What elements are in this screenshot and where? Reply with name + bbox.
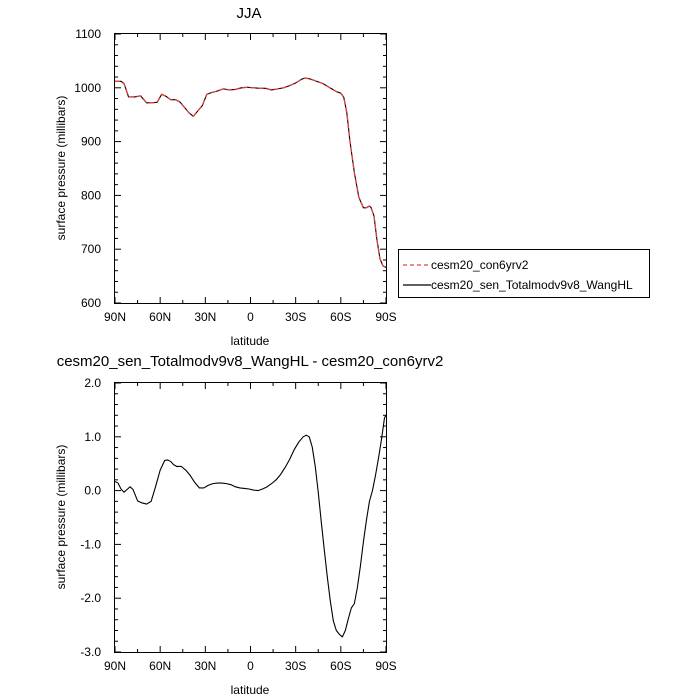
legend: cesm20_con6yrv2 cesm20_sen_Totalmodv9v8_… — [398, 249, 650, 298]
top-y-tick-label: 600 — [81, 296, 101, 310]
bottom-y-tick-label: 1.0 — [84, 430, 101, 444]
bottom-chart-panel: cesm20_sen_Totalmodv9v8_WangHL - cesm20_… — [54, 353, 443, 697]
bottom-y-tick-label: 0.0 — [84, 484, 101, 498]
legend-box — [398, 249, 650, 298]
top-x-tick-label: 90S — [375, 310, 396, 324]
top-series-lines — [115, 77, 387, 269]
top-x-tick-label: 60S — [330, 310, 351, 324]
top-x-tick-label: 0 — [247, 310, 254, 324]
bottom-x-tick-label: 0 — [247, 659, 254, 673]
top-x-tick-label: 60N — [149, 310, 171, 324]
bottom-x-tick-label: 60S — [330, 659, 351, 673]
bottom-axis-ticks: 90N 60N 30N 0 30S 60S 90S -3.0 -2.0 -1.0 0.0 1.0 2.0 — [80, 376, 396, 673]
top-series-line-1 — [115, 77, 387, 268]
top-y-tick-label: 1000 — [74, 81, 101, 95]
top-series-line-0 — [115, 77, 387, 269]
bottom-y-tick-label: 2.0 — [84, 376, 101, 390]
bottom-y-tick-label: -2.0 — [80, 591, 101, 605]
top-y-axis-label: surface pressure (millibars) — [54, 96, 68, 241]
bottom-y-tick-label: -3.0 — [80, 645, 101, 659]
bottom-x-tick-label: 90N — [104, 659, 126, 673]
bottom-plot-frame — [114, 382, 387, 653]
top-chart-title: JJA — [236, 5, 261, 22]
bottom-x-tick-label: 30N — [194, 659, 216, 673]
top-x-tick-label: 90N — [104, 310, 126, 324]
top-y-tick-label: 900 — [81, 135, 101, 149]
bottom-y-tick-label: -1.0 — [80, 537, 101, 551]
bottom-x-axis-label: latitude — [231, 683, 270, 697]
bottom-x-tick-label: 60N — [149, 659, 171, 673]
top-y-tick-label: 700 — [81, 242, 101, 256]
top-plot-frame — [114, 33, 387, 304]
top-x-axis-label: latitude — [231, 334, 270, 348]
top-axis-ticks: 90N 60N 30N 0 30S 60S 90S 600 700 800 900 1000 1100 — [74, 27, 396, 324]
bottom-x-tick-label: 90S — [375, 659, 396, 673]
top-x-tick-label: 30S — [285, 310, 306, 324]
bottom-y-axis-label: surface pressure (millibars) — [54, 445, 68, 590]
top-x-tick-label: 30N — [194, 310, 216, 324]
bottom-series-lines — [114, 415, 387, 638]
top-y-tick-label: 800 — [81, 188, 101, 202]
bottom-x-tick-label: 30S — [285, 659, 306, 673]
bottom-series-line-0 — [114, 415, 387, 638]
legend-label-control: cesm20_con6yrv2 — [431, 258, 529, 272]
top-y-tick-label: 1100 — [75, 27, 101, 41]
top-chart-panel: JJA 90N 60N 30N 0 30S 60S 90S 600 700 800 900 1000 1… — [54, 5, 397, 348]
bottom-chart-title: cesm20_sen_Totalmodv9v8_WangHL - cesm20_… — [57, 353, 444, 370]
legend-label-sensitivity: cesm20_sen_Totalmodv9v8_WangHL — [431, 278, 633, 292]
